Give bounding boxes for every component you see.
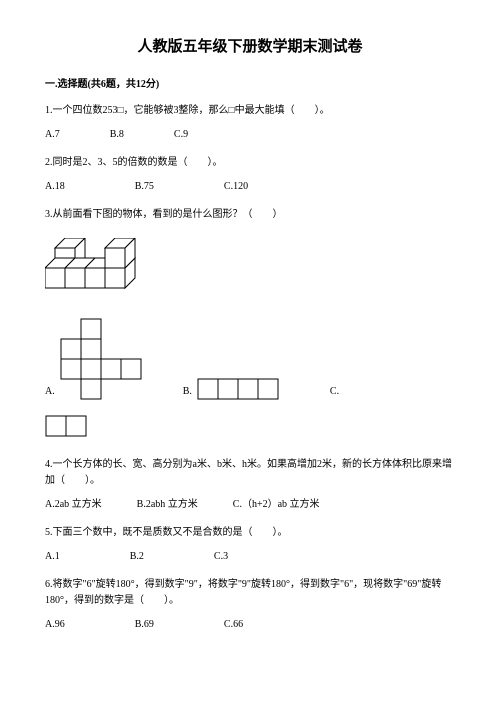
section-header: 一.选择题(共6题，共12分) [45, 77, 455, 93]
q3-opt-a: A. [45, 384, 55, 400]
q2-opt-b: B.75 [135, 179, 154, 195]
q6-text: 6.将数字"6"旋转180°，得到数字"9"，将数字"9"旋转180°，得到数字… [45, 577, 455, 609]
q5-opt-b: B.2 [130, 549, 144, 565]
q2-text: 2.同时是2、3、5的倍数的数是（ ）。 [45, 155, 455, 171]
page-title: 人教版五年级下册数学期末测试卷 [45, 35, 455, 59]
cube-figure [45, 238, 455, 293]
q5-opt-c: C.3 [214, 549, 228, 565]
q3-text: 3.从前面看下图的物体，看到的是什么图形？（ ） [45, 207, 455, 223]
q4-text: 4.一个长方体的长、宽、高分别为a米、b米、h米。如果高增加2米，新的长方体体积… [45, 457, 455, 489]
q1-opt-b: B.8 [110, 127, 124, 143]
q3-figure-options: A. B. [45, 318, 455, 400]
q2-opt-c: C.120 [224, 179, 248, 195]
q6-opt-a: A.96 [45, 617, 65, 633]
q3-opt-b: B. [183, 384, 192, 400]
q6-opt-b: B.69 [135, 617, 154, 633]
q1-text: 1.一个四位数253□，它能够被3整除，那么□中最大能填（ ）。 [45, 103, 455, 119]
q6-opt-c: C.66 [224, 617, 243, 633]
question-6: 6.将数字"6"旋转180°，得到数字"9"，将数字"9"旋转180°，得到数字… [45, 577, 455, 633]
q5-opt-a: A.1 [45, 549, 60, 565]
q1-opt-c: C.9 [174, 127, 188, 143]
q4-opt-c: C.（h+2）ab 立方米 [233, 497, 320, 513]
q5-text: 5.下面三个数中，既不是质数又不是合数的是（ ）。 [45, 525, 455, 541]
question-2: 2.同时是2、3、5的倍数的数是（ ）。 A.18 B.75 C.120 [45, 155, 455, 195]
question-4: 4.一个长方体的长、宽、高分别为a米、b米、h米。如果高增加2米，新的长方体体积… [45, 457, 455, 513]
option-b-shape [197, 378, 282, 400]
option-c-shape [45, 415, 90, 437]
q2-opt-a: A.18 [45, 179, 65, 195]
q4-opt-a: A.2ab 立方米 [45, 497, 102, 513]
option-a-shape [60, 318, 145, 400]
question-5: 5.下面三个数中，既不是质数又不是合数的是（ ）。 A.1 B.2 C.3 [45, 525, 455, 565]
option-c-shape-container [45, 415, 455, 437]
q4-opt-b: B.2abh 立方米 [137, 497, 198, 513]
question-3: 3.从前面看下图的物体，看到的是什么图形？（ ） [45, 207, 455, 437]
q3-opt-c: C. [330, 386, 339, 397]
question-1: 1.一个四位数253□，它能够被3整除，那么□中最大能填（ ）。 A.7 B.8… [45, 103, 455, 143]
q1-opt-a: A.7 [45, 127, 60, 143]
